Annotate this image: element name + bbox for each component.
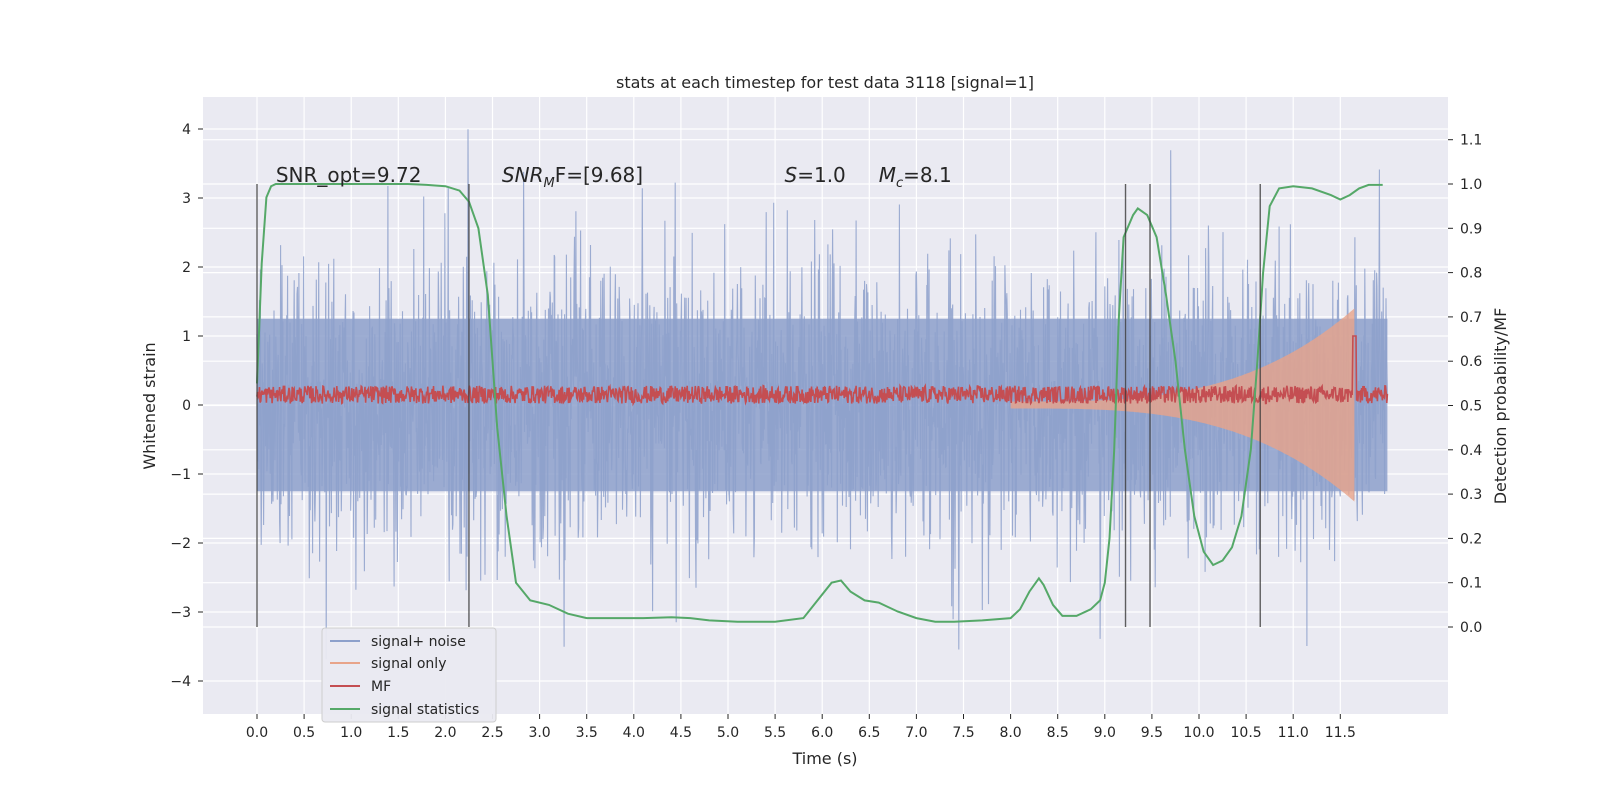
- legend-label-signal-statistics: signal statistics: [371, 702, 479, 718]
- y-right-tick-label: 0.3: [1460, 487, 1482, 503]
- x-tick-label: 0.0: [246, 725, 268, 741]
- x-tick-label: 6.0: [811, 725, 833, 741]
- x-tick-label: 6.5: [858, 725, 880, 741]
- y-right-axis-label: Detection probability/MF: [1491, 308, 1510, 505]
- x-tick-label: 11.5: [1325, 725, 1356, 741]
- signal-statistics-line: [256, 183, 1383, 623]
- x-axis-ticks: 0.0 0.5 1.0 1.5 2.0 2.5 3.0 3.5 4.0 4.5 5.0 5.5 6.0 6…: [246, 714, 1356, 741]
- x-tick-label: 4.5: [670, 725, 692, 741]
- x-tick-label: 5.5: [764, 725, 786, 741]
- mf-line: [256, 335, 1389, 407]
- y-right-tick-label: 1.1: [1460, 133, 1482, 149]
- x-tick-label: 7.5: [952, 725, 974, 741]
- legend-label-mf: MF: [371, 679, 391, 695]
- y-left-axis-label: Whitened strain: [140, 342, 159, 469]
- annotation-text: SNRMF=[9.68]: [502, 163, 643, 191]
- y-right-tick-label: 0.0: [1460, 620, 1482, 636]
- y-right-tick-label: 0.4: [1460, 443, 1482, 459]
- mf-series: [256, 335, 1389, 407]
- x-tick-label: 8.0: [999, 725, 1021, 741]
- y-left-tick-label: −3: [170, 605, 191, 621]
- annotation-text: SNR_opt=9.72: [276, 163, 422, 187]
- y-right-tick-label: 1.0: [1460, 177, 1482, 193]
- y-left-tick-label: −4: [170, 674, 191, 690]
- legend: signal+ noise signal only MF signal stat…: [321, 627, 497, 723]
- signal-statistics-series: [256, 183, 1383, 623]
- x-tick-label: 9.5: [1141, 725, 1163, 741]
- x-tick-label: 7.0: [905, 725, 927, 741]
- y-right-tick-label: 0.5: [1460, 399, 1482, 415]
- legend-box: [321, 627, 497, 723]
- y-left-tick-label: 4: [182, 122, 191, 138]
- vertical-markers: [256, 184, 1261, 627]
- signal-only-series: [1010, 308, 1355, 502]
- y-right-tick-label: 0.7: [1460, 310, 1482, 326]
- x-tick-label: 3.5: [576, 725, 598, 741]
- annotation-text: S=1.0: [785, 163, 846, 187]
- annotation-text: Mc=8.1: [879, 163, 952, 191]
- x-tick-label: 10.5: [1231, 725, 1262, 741]
- x-tick-label: 10.0: [1183, 725, 1214, 741]
- annotations: SNR_opt=9.72 SNRMF=[9.68] S=1.0 Mc=8.1: [276, 163, 952, 191]
- x-axis-label: Time (s): [791, 749, 857, 768]
- x-tick-label: 2.0: [434, 725, 456, 741]
- y-right-tick-label: 0.6: [1460, 354, 1482, 370]
- y-left-tick-label: 3: [182, 191, 191, 207]
- x-tick-label: 8.5: [1047, 725, 1069, 741]
- y-left-tick-label: 0: [182, 398, 191, 414]
- y-right-tick-label: 0.2: [1460, 531, 1482, 547]
- y-left-axis-ticks: 4 3 2 1 0 −1 −2 −3 −4: [170, 122, 203, 690]
- x-tick-label: 0.5: [293, 725, 315, 741]
- x-tick-label: 2.5: [481, 725, 503, 741]
- signal-only-envelope: [1010, 308, 1355, 502]
- y-right-axis-ticks: 1.1 1.0 0.9 0.8 0.7 0.6 0.5 0.4 0.3 0.2 0.1 0.0: [1448, 133, 1482, 636]
- x-tick-label: 11.0: [1278, 725, 1309, 741]
- x-tick-label: 5.0: [717, 725, 739, 741]
- legend-label-signal-noise: signal+ noise: [371, 634, 466, 650]
- y-right-tick-label: 0.9: [1460, 221, 1482, 237]
- x-tick-label: 1.5: [387, 725, 409, 741]
- y-left-tick-label: 2: [182, 260, 191, 276]
- y-left-tick-label: 1: [182, 329, 191, 345]
- legend-label-signal-only: signal only: [371, 656, 446, 672]
- x-tick-label: 9.0: [1094, 725, 1116, 741]
- chart-title: stats at each timestep for test data 311…: [616, 73, 1034, 92]
- y-right-tick-label: 0.8: [1460, 266, 1482, 282]
- x-tick-label: 4.0: [623, 725, 645, 741]
- y-left-tick-label: −2: [170, 536, 191, 552]
- y-left-tick-label: −1: [170, 467, 191, 483]
- x-tick-label: 1.0: [340, 725, 362, 741]
- x-tick-label: 3.0: [528, 725, 550, 741]
- y-right-tick-label: 0.1: [1460, 576, 1482, 592]
